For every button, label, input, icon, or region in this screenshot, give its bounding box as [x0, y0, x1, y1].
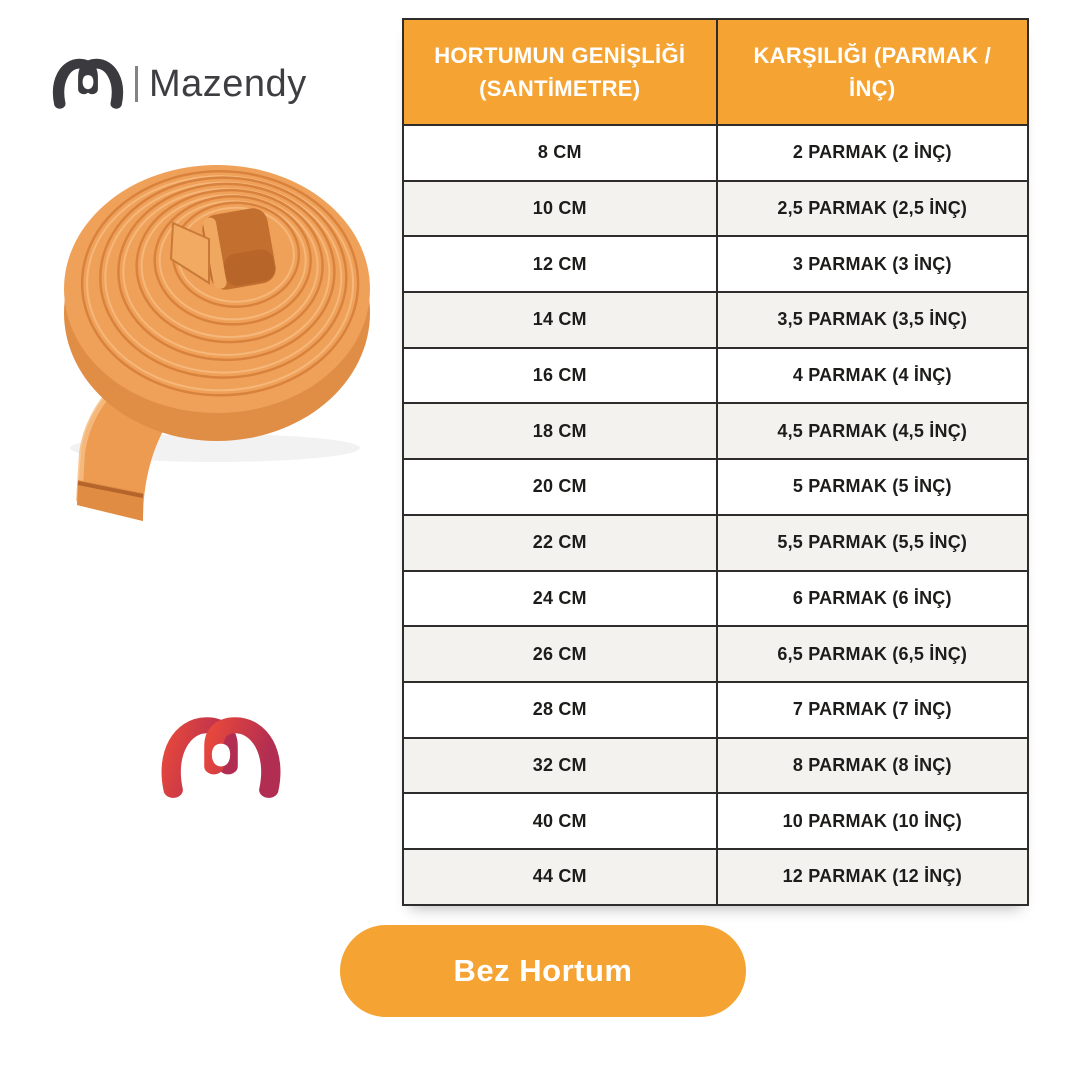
cell-inch: 3 PARMAK (3 İNÇ) — [715, 237, 1028, 292]
table-row: 18 CM 4,5 PARMAK (4,5 İNÇ) — [404, 402, 1028, 459]
column-header-cm: HORTUMUN GENİŞLİĞİ (SANTİMETRE) — [434, 43, 686, 101]
table-row: 26 CM 6,5 PARMAK (6,5 İNÇ) — [404, 625, 1027, 681]
table-header-row: HORTUMUN GENİŞLİĞİ (SANTİMETRE) KARŞILIĞ… — [404, 20, 1027, 124]
brand-logo: Mazendy — [52, 58, 307, 110]
cell-cm: 22 CM — [532, 532, 587, 553]
table-row: 12 CM 3 PARMAK (3 İNÇ) — [404, 235, 1028, 292]
table-row: 20 CM 5 PARMAK (5 İNÇ) — [404, 458, 1027, 514]
cell-cm: 16 CM — [532, 365, 587, 386]
cell-inch: 2,5 PARMAK (2,5 İNÇ) — [715, 181, 1028, 236]
table-row: 16 CM 4 PARMAK (4 İNÇ) — [404, 346, 1028, 403]
table-row: 22 CM 5,5 PARMAK (5,5 İNÇ) — [404, 513, 1028, 570]
table-row: 14 CM 3,5 PARMAK (3,5 İNÇ) — [404, 291, 1027, 347]
cell-cm: 10 CM — [532, 198, 587, 219]
cell-cm: 20 CM — [532, 476, 587, 497]
cell-inch: 6 PARMAK (6 İNÇ) — [715, 571, 1028, 626]
mazendy-m-logo-red — [161, 717, 281, 798]
cell-inch: 5 PARMAK (5 İNÇ) — [715, 460, 1028, 514]
cell-cm: 28 CM — [532, 699, 587, 720]
table-row: 40 CM 10 PARMAK (10 İNÇ) — [404, 792, 1027, 848]
cell-cm: 40 CM — [532, 810, 587, 831]
table-row: 24 CM 6 PARMAK (6 İNÇ) — [404, 569, 1028, 626]
cell-inch: 2 PARMAK (2 İNÇ) — [715, 126, 1028, 180]
cell-cm: 32 CM — [532, 754, 587, 775]
product-image-hose — [64, 165, 370, 521]
cell-inch: 4 PARMAK (4 İNÇ) — [715, 348, 1028, 403]
cell-inch: 6,5 PARMAK (6,5 İNÇ) — [715, 627, 1028, 681]
table-row: 8 CM 2 PARMAK (2 İNÇ) — [404, 124, 1027, 180]
size-table: HORTUMUN GENİŞLİĞİ (SANTİMETRE) KARŞILIĞ… — [402, 18, 1029, 906]
brand-name-text: Mazendy — [149, 62, 307, 105]
table-row: 28 CM 7 PARMAK (7 İNÇ) — [404, 680, 1028, 737]
cell-cm: 24 CM — [532, 587, 587, 608]
cell-inch: 5,5 PARMAK (5,5 İNÇ) — [715, 515, 1028, 570]
cell-inch: 4,5 PARMAK (4,5 İNÇ) — [715, 404, 1028, 459]
table-row: 44 CM 12 PARMAK (12 İNÇ) — [404, 847, 1028, 904]
brand-divider — [135, 66, 138, 102]
mazendy-m-icon — [52, 58, 124, 109]
cell-cm: 14 CM — [532, 309, 587, 330]
cell-cm: 18 CM — [532, 420, 587, 441]
table-body: 8 CM 2 PARMAK (2 İNÇ) 10 CM 2,5 PARMAK (… — [404, 124, 1027, 904]
cell-inch: 3,5 PARMAK (3,5 İNÇ) — [715, 293, 1028, 347]
product-name-button[interactable]: Bez Hortum — [340, 925, 746, 1017]
cell-cm: 12 CM — [532, 253, 587, 274]
cell-inch: 8 PARMAK (8 İNÇ) — [715, 738, 1028, 793]
table-row: 32 CM 8 PARMAK (8 İNÇ) — [404, 736, 1028, 793]
table-row: 10 CM 2,5 PARMAK (2,5 İNÇ) — [404, 179, 1028, 236]
column-header-inch: KARŞILIĞI (PARMAK / İNÇ) — [715, 20, 1028, 124]
cell-cm: 44 CM — [532, 866, 587, 887]
cell-cm: 8 CM — [537, 142, 582, 163]
cell-inch: 7 PARMAK (7 İNÇ) — [715, 682, 1028, 737]
cell-cm: 26 CM — [532, 643, 587, 664]
cell-inch: 12 PARMAK (12 İNÇ) — [715, 849, 1028, 904]
cell-inch: 10 PARMAK (10 İNÇ) — [715, 794, 1028, 848]
